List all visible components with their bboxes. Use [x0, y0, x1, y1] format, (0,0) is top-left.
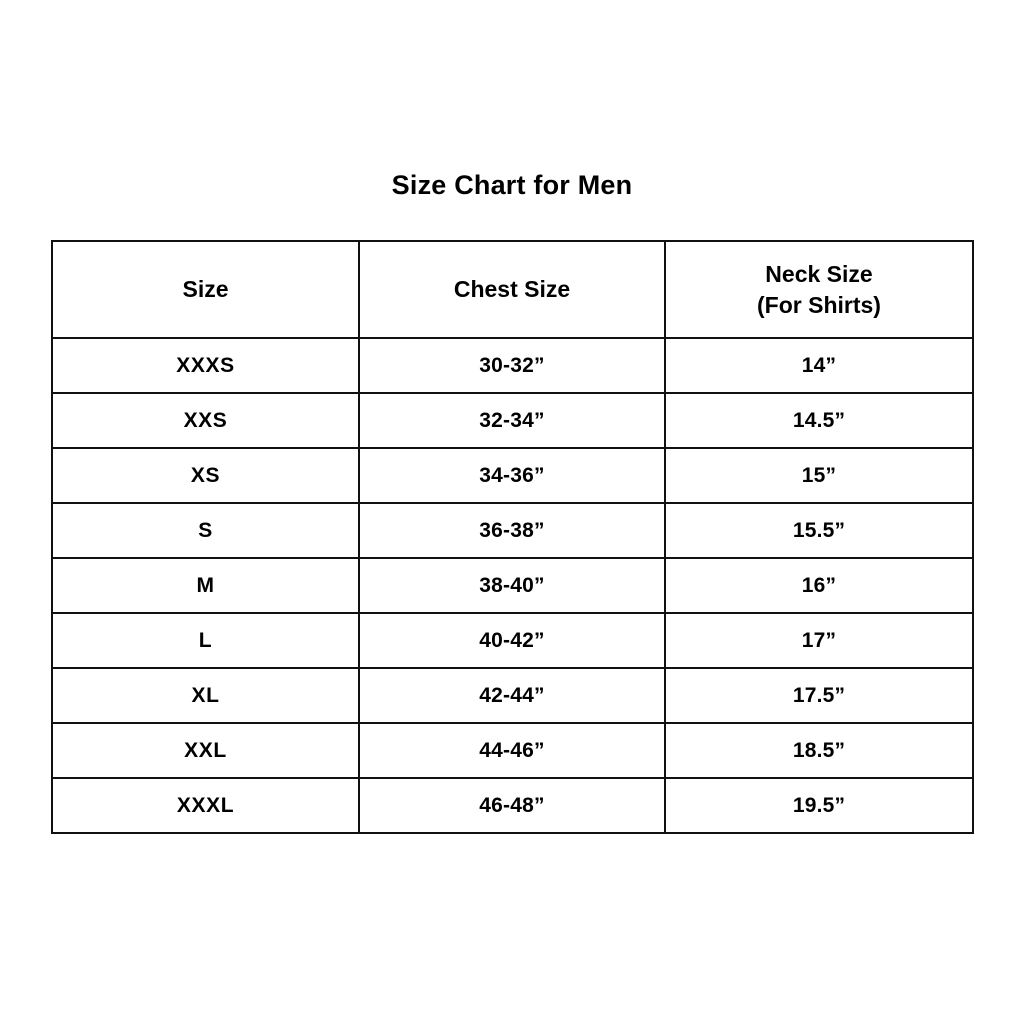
- table-header: Size Chest Size Neck Size (For Shirts): [51, 240, 974, 339]
- column-header-neck-label: Neck Size: [765, 260, 873, 287]
- cell-neck: 17”: [664, 612, 974, 669]
- cell-neck: 15.5”: [664, 502, 974, 559]
- size-chart-table: Size Chest Size Neck Size (For Shirts) X…: [51, 240, 974, 834]
- cell-chest: 38-40”: [358, 557, 666, 614]
- cell-size: M: [51, 557, 360, 614]
- table-row: XXL 44-46” 18.5”: [51, 722, 974, 779]
- cell-neck: 19.5”: [664, 777, 974, 834]
- cell-size: XXXL: [51, 777, 360, 834]
- table-row: XXXS 30-32” 14”: [51, 337, 974, 394]
- table-body: XXXS 30-32” 14” XXS 32-34” 14.5” XS 34-3…: [51, 337, 974, 834]
- column-header-size-label: Size: [182, 276, 229, 302]
- cell-chest: 34-36”: [358, 447, 666, 504]
- size-chart-table-container: Size Chest Size Neck Size (For Shirts) X…: [51, 240, 974, 834]
- column-header-size: Size: [51, 240, 360, 339]
- cell-size: XL: [51, 667, 360, 724]
- cell-size: XXS: [51, 392, 360, 449]
- cell-size: XXXS: [51, 337, 360, 394]
- table-row: XS 34-36” 15”: [51, 447, 974, 504]
- table-row: S 36-38” 15.5”: [51, 502, 974, 559]
- table-row: XL 42-44” 17.5”: [51, 667, 974, 724]
- cell-chest: 36-38”: [358, 502, 666, 559]
- cell-chest: 30-32”: [358, 337, 666, 394]
- cell-size: L: [51, 612, 360, 669]
- cell-neck: 15”: [664, 447, 974, 504]
- cell-chest: 32-34”: [358, 392, 666, 449]
- table-header-row: Size Chest Size Neck Size (For Shirts): [51, 240, 974, 339]
- table-row: M 38-40” 16”: [51, 557, 974, 614]
- column-header-neck-sublabel: (For Shirts): [757, 291, 881, 318]
- cell-chest: 44-46”: [358, 722, 666, 779]
- column-header-neck: Neck Size (For Shirts): [664, 240, 974, 339]
- cell-neck: 17.5”: [664, 667, 974, 724]
- page-title: Size Chart for Men: [391, 170, 633, 200]
- table-row: XXS 32-34” 14.5”: [51, 392, 974, 449]
- column-header-chest: Chest Size: [358, 240, 666, 339]
- table-row: XXXL 46-48” 19.5”: [51, 777, 974, 834]
- cell-chest: 40-42”: [358, 612, 666, 669]
- cell-neck: 14”: [664, 337, 974, 394]
- cell-neck: 18.5”: [664, 722, 974, 779]
- cell-size: XS: [51, 447, 360, 504]
- cell-size: S: [51, 502, 360, 559]
- cell-neck: 14.5”: [664, 392, 974, 449]
- cell-chest: 46-48”: [358, 777, 666, 834]
- cell-chest: 42-44”: [358, 667, 666, 724]
- cell-size: XXL: [51, 722, 360, 779]
- table-row: L 40-42” 17”: [51, 612, 974, 669]
- cell-neck: 16”: [664, 557, 974, 614]
- column-header-chest-label: Chest Size: [453, 276, 571, 302]
